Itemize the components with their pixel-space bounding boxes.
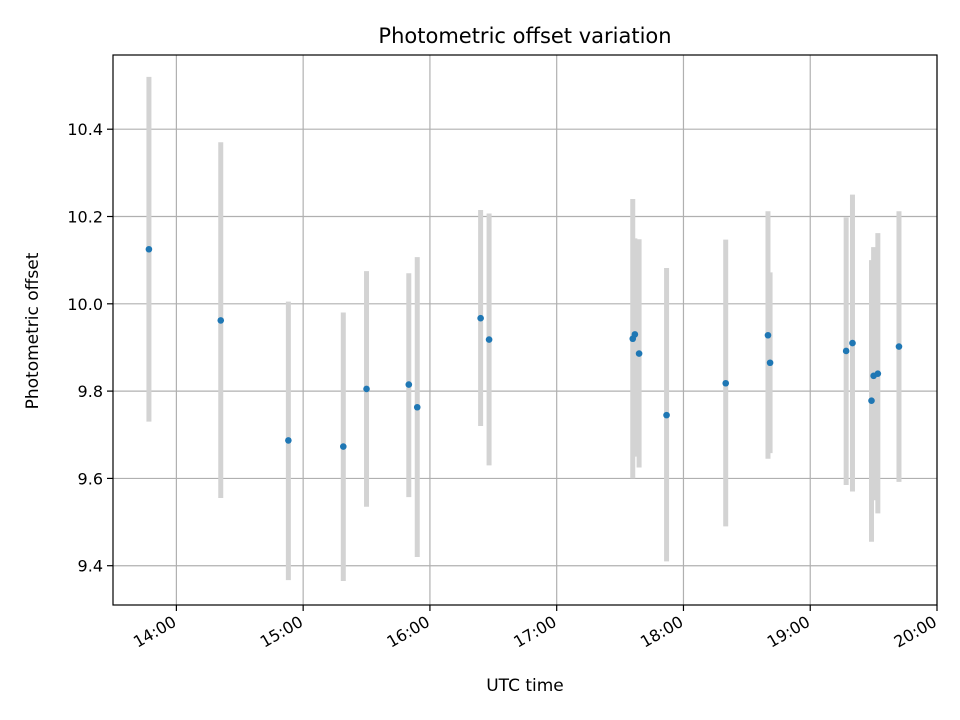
x-axis-label: UTC time (486, 676, 564, 696)
data-point (874, 370, 882, 377)
y-axis-label: Photometric offset (23, 252, 43, 409)
data-points (145, 245, 903, 450)
grid-lines (113, 55, 938, 605)
data-point (631, 331, 639, 338)
y-tick-label: 10.4 (67, 120, 103, 139)
error-bars (146, 76, 902, 581)
data-point (849, 339, 856, 347)
y-tick-label: 10.0 (67, 295, 103, 314)
y-tick-label: 9.8 (78, 382, 103, 401)
data-point (285, 437, 292, 444)
data-point (722, 379, 730, 387)
data-point (477, 314, 484, 322)
x-tick-label: 14:00 (130, 612, 179, 652)
data-point (895, 343, 903, 350)
data-point (217, 317, 225, 324)
x-tick-label: 19:00 (764, 612, 813, 652)
data-point (485, 336, 493, 343)
axis-ticks: 14:00 15:00 16:00 17:00 18:00 19:00 20:00 9.4 9.… (67, 120, 940, 651)
data-point (842, 347, 850, 355)
data-point (339, 443, 347, 450)
y-tick-label: 10.2 (67, 208, 103, 227)
data-point (766, 359, 774, 367)
data-point (663, 411, 670, 419)
data-point (145, 245, 153, 253)
x-tick-label: 17:00 (510, 612, 559, 652)
data-point (868, 397, 875, 405)
y-tick-label: 9.4 (78, 557, 103, 576)
x-tick-label: 16:00 (383, 612, 432, 652)
plot-frame (112, 54, 938, 606)
data-point (363, 385, 370, 393)
chart-title: Photometric offset variation (378, 24, 671, 48)
data-point (405, 381, 413, 388)
y-tick-label: 9.6 (78, 469, 103, 488)
x-tick-label: 20:00 (891, 612, 940, 652)
x-tick-label: 15:00 (257, 612, 306, 652)
x-tick-label: 18:00 (637, 612, 686, 652)
data-point (635, 350, 643, 357)
data-point (413, 403, 421, 411)
data-point (764, 331, 772, 339)
